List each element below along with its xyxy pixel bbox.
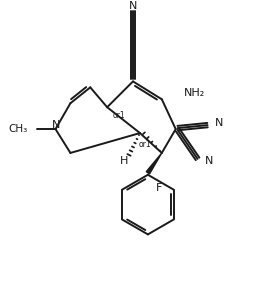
Polygon shape: [146, 153, 162, 174]
Text: N: N: [52, 120, 61, 130]
Text: N: N: [205, 156, 213, 166]
Text: or1: or1: [139, 141, 151, 149]
Text: H: H: [120, 156, 128, 166]
Text: NH₂: NH₂: [184, 88, 205, 98]
Text: N: N: [129, 1, 137, 11]
Text: N: N: [214, 118, 223, 128]
Text: or1: or1: [113, 111, 125, 120]
Text: F: F: [155, 183, 162, 193]
Text: CH₃: CH₃: [8, 124, 28, 134]
